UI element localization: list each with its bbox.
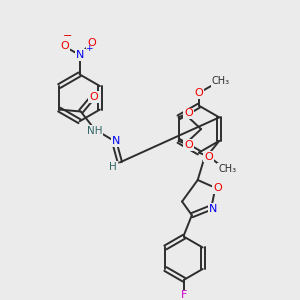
Text: O: O xyxy=(61,41,69,51)
Text: O: O xyxy=(213,183,222,193)
Text: O: O xyxy=(89,92,98,102)
Text: +: + xyxy=(85,44,93,53)
Text: CH₃: CH₃ xyxy=(218,164,236,174)
Text: N: N xyxy=(209,204,218,214)
Text: O: O xyxy=(194,88,203,98)
Text: O: O xyxy=(184,109,193,118)
Text: N: N xyxy=(112,136,120,146)
Text: F: F xyxy=(181,290,187,300)
Text: O: O xyxy=(204,152,213,161)
Text: CH₃: CH₃ xyxy=(212,76,230,86)
Text: N: N xyxy=(76,50,85,60)
Text: −: − xyxy=(63,31,73,41)
Text: H: H xyxy=(109,162,117,172)
Text: O: O xyxy=(184,140,193,150)
Text: NH: NH xyxy=(87,126,102,136)
Text: O: O xyxy=(87,38,96,48)
